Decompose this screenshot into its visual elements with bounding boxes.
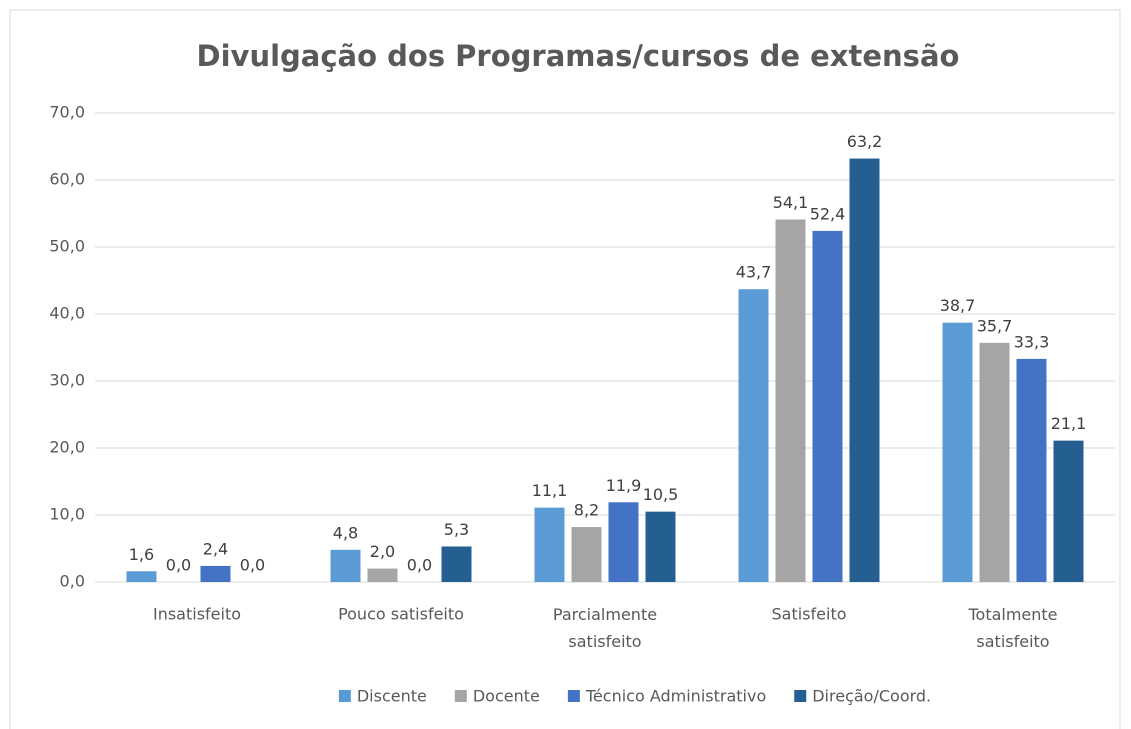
bar bbox=[126, 571, 157, 582]
data-label: 52,4 bbox=[810, 204, 846, 223]
bar bbox=[645, 511, 676, 582]
data-label: 2,0 bbox=[370, 542, 395, 561]
data-label: 33,3 bbox=[1014, 332, 1050, 351]
y-tick-label: 30,0 bbox=[49, 371, 85, 390]
bar bbox=[1016, 358, 1047, 582]
bar bbox=[1053, 440, 1084, 582]
data-label: 63,2 bbox=[847, 132, 883, 151]
data-label: 54,1 bbox=[773, 193, 809, 212]
data-label: 35,7 bbox=[977, 316, 1013, 335]
legend-label: Discente bbox=[357, 687, 427, 706]
bar bbox=[979, 342, 1010, 582]
y-tick-label: 20,0 bbox=[49, 438, 85, 457]
data-label: 0,0 bbox=[166, 556, 191, 575]
data-label: 2,4 bbox=[203, 539, 228, 558]
legend-swatch bbox=[567, 690, 580, 702]
y-tick-label: 60,0 bbox=[49, 170, 85, 189]
data-label: 4,8 bbox=[333, 523, 358, 542]
data-label: 10,5 bbox=[643, 485, 679, 504]
data-label: 5,3 bbox=[444, 520, 469, 539]
data-label: 11,1 bbox=[532, 481, 568, 500]
x-tick-label: Parcialmente satisfeito bbox=[553, 605, 657, 651]
bar bbox=[942, 322, 973, 582]
data-label: 0,0 bbox=[407, 556, 432, 575]
bar bbox=[571, 527, 602, 582]
x-tick-label: Totalmente satisfeito bbox=[967, 605, 1057, 651]
legend-label: Técnico Administrativo bbox=[585, 687, 766, 706]
data-label: 11,9 bbox=[606, 476, 642, 495]
bar bbox=[441, 546, 472, 582]
chart-title: Divulgação dos Programas/cursos de exten… bbox=[197, 39, 960, 73]
bar bbox=[738, 289, 769, 582]
legend-swatch bbox=[338, 690, 351, 702]
bar bbox=[200, 565, 231, 582]
data-label: 1,6 bbox=[129, 545, 154, 564]
y-tick-label: 10,0 bbox=[49, 505, 85, 524]
chart-border bbox=[9, 9, 1121, 729]
data-label: 8,2 bbox=[574, 501, 599, 520]
data-label: 38,7 bbox=[940, 296, 976, 315]
data-label: 0,0 bbox=[240, 556, 265, 575]
y-tick-label: 50,0 bbox=[49, 237, 85, 256]
legend-label: Docente bbox=[473, 687, 540, 706]
x-tick-label: Pouco satisfeito bbox=[338, 605, 464, 624]
x-tick-label: Insatisfeito bbox=[153, 605, 241, 624]
bar bbox=[367, 568, 398, 582]
x-tick-label: Satisfeito bbox=[772, 605, 847, 624]
bar bbox=[330, 549, 361, 582]
bar bbox=[775, 219, 806, 582]
bar bbox=[812, 230, 843, 583]
legend-swatch bbox=[454, 690, 467, 702]
bar bbox=[849, 158, 880, 582]
data-label: 43,7 bbox=[736, 263, 772, 282]
y-tick-label: 70,0 bbox=[49, 103, 85, 122]
y-tick-label: 0,0 bbox=[60, 572, 85, 591]
y-tick-label: 40,0 bbox=[49, 304, 85, 323]
legend-swatch bbox=[794, 690, 807, 702]
bar bbox=[608, 502, 639, 582]
legend-label: Direção/Coord. bbox=[812, 687, 931, 706]
data-label: 21,1 bbox=[1051, 414, 1087, 433]
bar bbox=[534, 507, 565, 582]
